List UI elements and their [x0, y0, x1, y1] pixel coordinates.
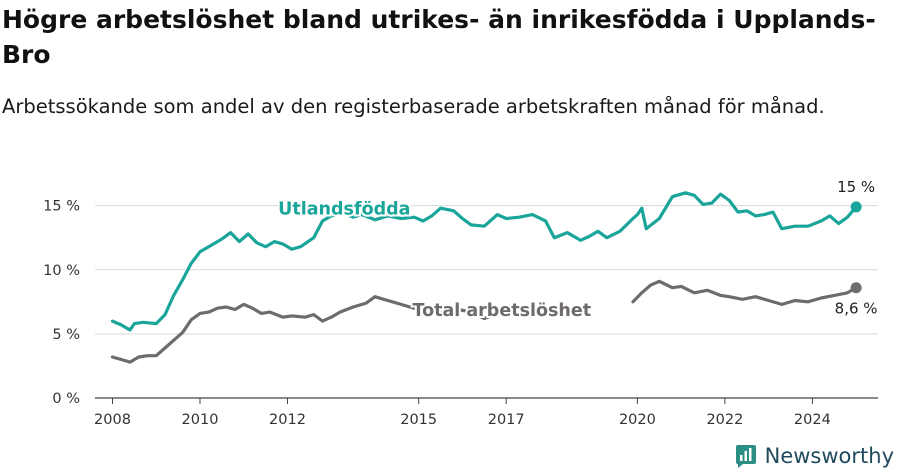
series-end-point — [850, 282, 862, 294]
series-end-label: 8,6 % — [835, 300, 878, 318]
series-line-utlandsfodda — [110, 191, 858, 332]
chart-title: Högre arbetslöshet bland utrikes- än inr… — [2, 5, 876, 69]
y-tick-label: 0 % — [52, 391, 80, 407]
x-tick-label: 2010 — [182, 412, 219, 428]
x-tick-label: 2024 — [794, 412, 831, 428]
x-tick-label: 2022 — [706, 412, 743, 428]
x-tick-label: 2020 — [619, 412, 656, 428]
series-end-label: 15 % — [837, 178, 875, 196]
series-end-point — [850, 201, 862, 213]
brand-logo: Newsworthy — [735, 441, 894, 471]
chart-subtitle: Arbetssökande som andel av den registerb… — [2, 95, 825, 118]
newsworthy-logo-icon — [735, 445, 756, 468]
series-line-total — [110, 295, 504, 364]
y-tick-label: 10 % — [43, 263, 80, 279]
x-tick-label: 2015 — [400, 412, 437, 428]
brand-name: Newsworthy — [764, 444, 894, 468]
x-tick-label: 2017 — [488, 412, 525, 428]
series-line-total — [631, 279, 858, 306]
y-tick-label: 15 % — [43, 199, 80, 215]
y-tick-label: 5 % — [52, 327, 80, 343]
series-label: Utlandsfödda — [278, 200, 410, 220]
x-tick-label: 2012 — [269, 412, 306, 428]
series-label: Total arbetslöshet — [412, 301, 591, 321]
x-tick-label: 2008 — [94, 412, 131, 428]
